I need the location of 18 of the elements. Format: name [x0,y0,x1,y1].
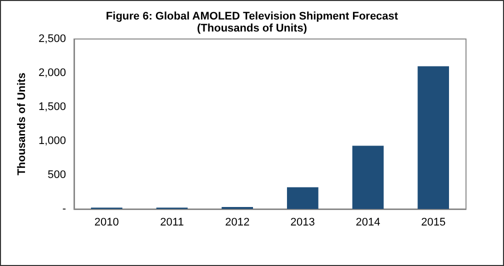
x-tick-label: 2011 [160,216,184,228]
y-tick-label: 1,500 [38,101,66,113]
y-axis-title: Thousands of Units [16,72,28,176]
x-tick-label: 2010 [94,216,119,228]
y-tick-label: 1,000 [38,135,66,147]
bar [418,66,450,209]
x-tick-label: 2013 [290,216,315,228]
x-tick-label: 2014 [356,216,380,228]
bar [352,146,384,209]
bar [286,187,318,209]
y-tick-label: - [62,203,66,215]
y-tick-label: 2,000 [38,67,66,79]
chart-subtitle: (Thousands of Units) [197,22,308,34]
chart-title: Figure 6: Global AMOLED Television Shipment Forecast [106,10,398,22]
x-tick-label: 2015 [421,216,446,228]
x-tick-label: 2012 [225,216,250,228]
y-tick-label: 500 [48,169,66,181]
y-tick-label: 2,500 [38,33,66,45]
